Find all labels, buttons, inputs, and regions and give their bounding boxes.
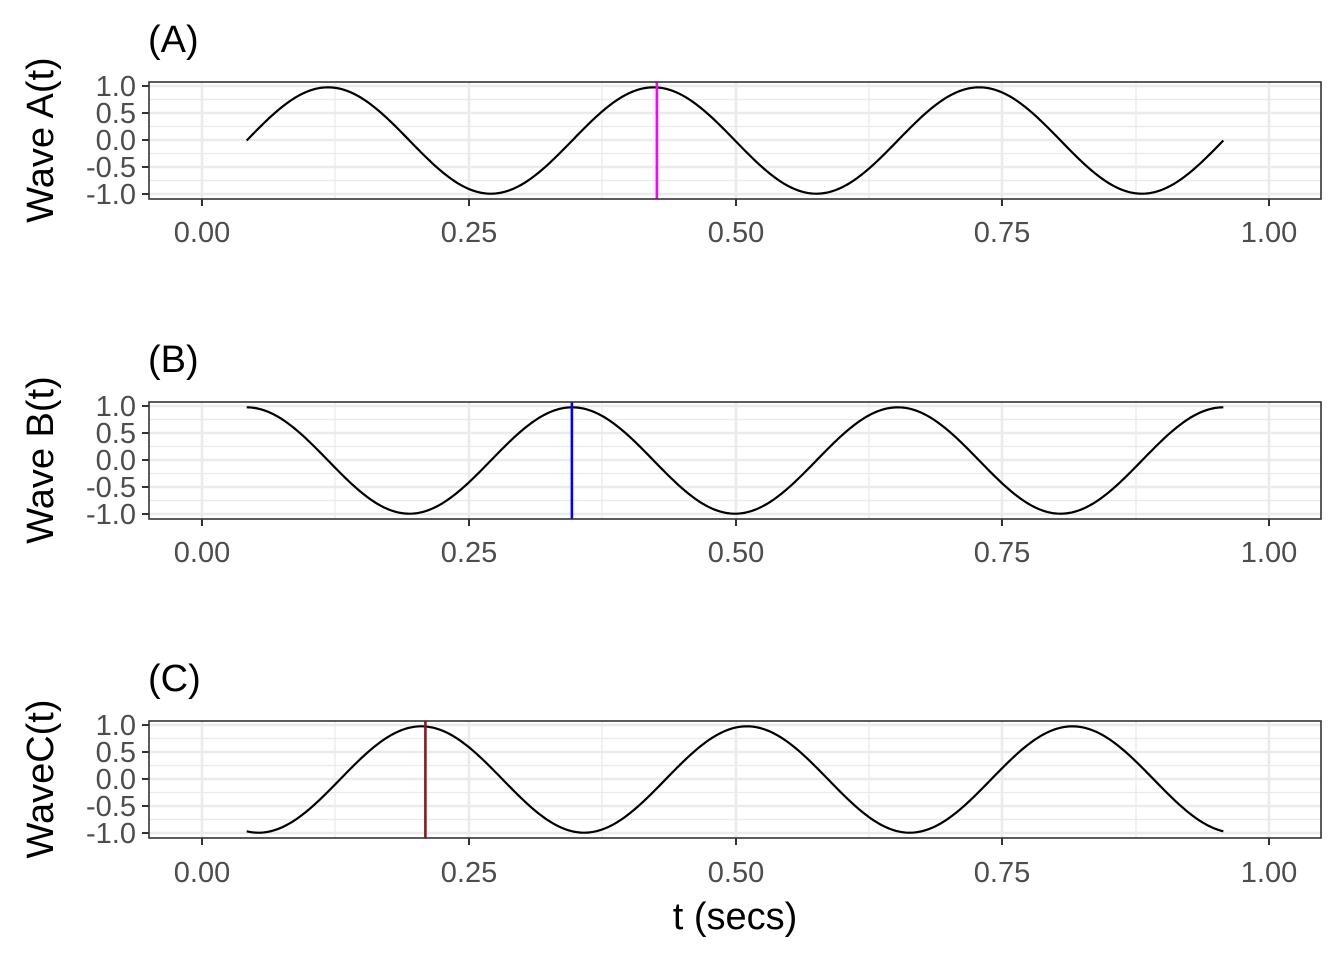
panel-b-title: (B) [148,339,199,381]
panel-c-x-ticks: 0.00 0.25 0.50 0.75 1.00 [174,838,1297,889]
panel-b-y-tick-label: 0.5 [96,418,136,450]
panel-b-x-tick-label: 0.25 [441,537,497,569]
panel-a-y-tick-label: 1.0 [96,71,136,103]
panel-a-x-tick-label: 0.75 [974,217,1030,249]
panel-c-y-tick-label: 0.5 [96,737,136,769]
panel-c-y-tick-label: 1.0 [96,710,136,742]
panel-b-y-tick-label: -1.0 [86,499,136,531]
panel-b-x-tick-label: 1.00 [1241,537,1297,569]
panel-c-y-axis-label: WaveC(t) [20,699,62,858]
panel-c-grid [149,721,1321,838]
panel-c: 1.0 0.5 0.0 -0.5 -1.0 0.00 0.25 0.50 0.7… [20,658,1322,938]
panel-a-x-tick-label: 0.00 [174,217,230,249]
panel-c-y-tick-label: -1.0 [86,818,136,850]
panel-b-grid [149,402,1321,519]
panel-c-wave-line [246,725,1224,834]
panel-a-y-tick-label: -1.0 [86,179,136,211]
panel-b-wave-line [246,406,1224,515]
panel-b-x-tick-label: 0.50 [708,537,764,569]
panel-a-title: (A) [148,19,199,61]
panel-a-x-tick-label: 1.00 [1241,217,1297,249]
panel-b-y-ticks: 1.0 0.5 0.0 -0.5 -1.0 [86,391,149,531]
panel-a-y-tick-label: 0.0 [96,125,136,157]
panel-b-y-tick-label: 1.0 [96,391,136,423]
panel-b: 1.0 0.5 0.0 -0.5 -1.0 0.00 0.25 0.50 0.7… [20,339,1322,569]
panel-a-y-tick-label: -0.5 [86,152,136,184]
panel-c-title: (C) [148,658,201,700]
panel-b-x-tick-label: 0.75 [974,537,1030,569]
panel-c-y-ticks: 1.0 0.5 0.0 -0.5 -1.0 [86,710,149,850]
panel-a-grid [149,82,1321,199]
panel-a-y-tick-label: 0.5 [96,98,136,130]
panel-c-y-tick-label: 0.0 [96,764,136,796]
panel-a-y-axis-label: Wave A(t) [20,57,62,222]
x-axis-label: t (secs) [673,896,798,938]
panel-b-y-tick-label: -0.5 [86,472,136,504]
panel-a: 1.0 0.5 0.0 -0.5 -1.0 0.00 0.25 0.50 0.7… [20,19,1322,249]
panel-b-x-ticks: 0.00 0.25 0.50 0.75 1.00 [174,519,1297,569]
panel-a-x-ticks: 0.00 0.25 0.50 0.75 1.00 [174,199,1297,249]
panel-a-y-ticks: 1.0 0.5 0.0 -0.5 -1.0 [86,71,149,211]
panel-a-x-tick-label: 0.50 [708,217,764,249]
panel-b-y-tick-label: 0.0 [96,445,136,477]
panel-b-x-tick-label: 0.00 [174,537,230,569]
panel-c-x-tick-label: 0.75 [974,857,1030,889]
panel-c-y-tick-label: -0.5 [86,791,136,823]
panel-c-x-tick-label: 0.00 [174,857,230,889]
panel-a-x-tick-label: 0.25 [441,217,497,249]
panel-c-x-tick-label: 0.50 [708,857,764,889]
panel-c-x-tick-label: 0.25 [441,857,497,889]
panel-a-wave-line [245,86,1225,195]
panel-b-y-axis-label: Wave B(t) [20,376,62,544]
panel-c-x-tick-label: 1.00 [1241,857,1297,889]
